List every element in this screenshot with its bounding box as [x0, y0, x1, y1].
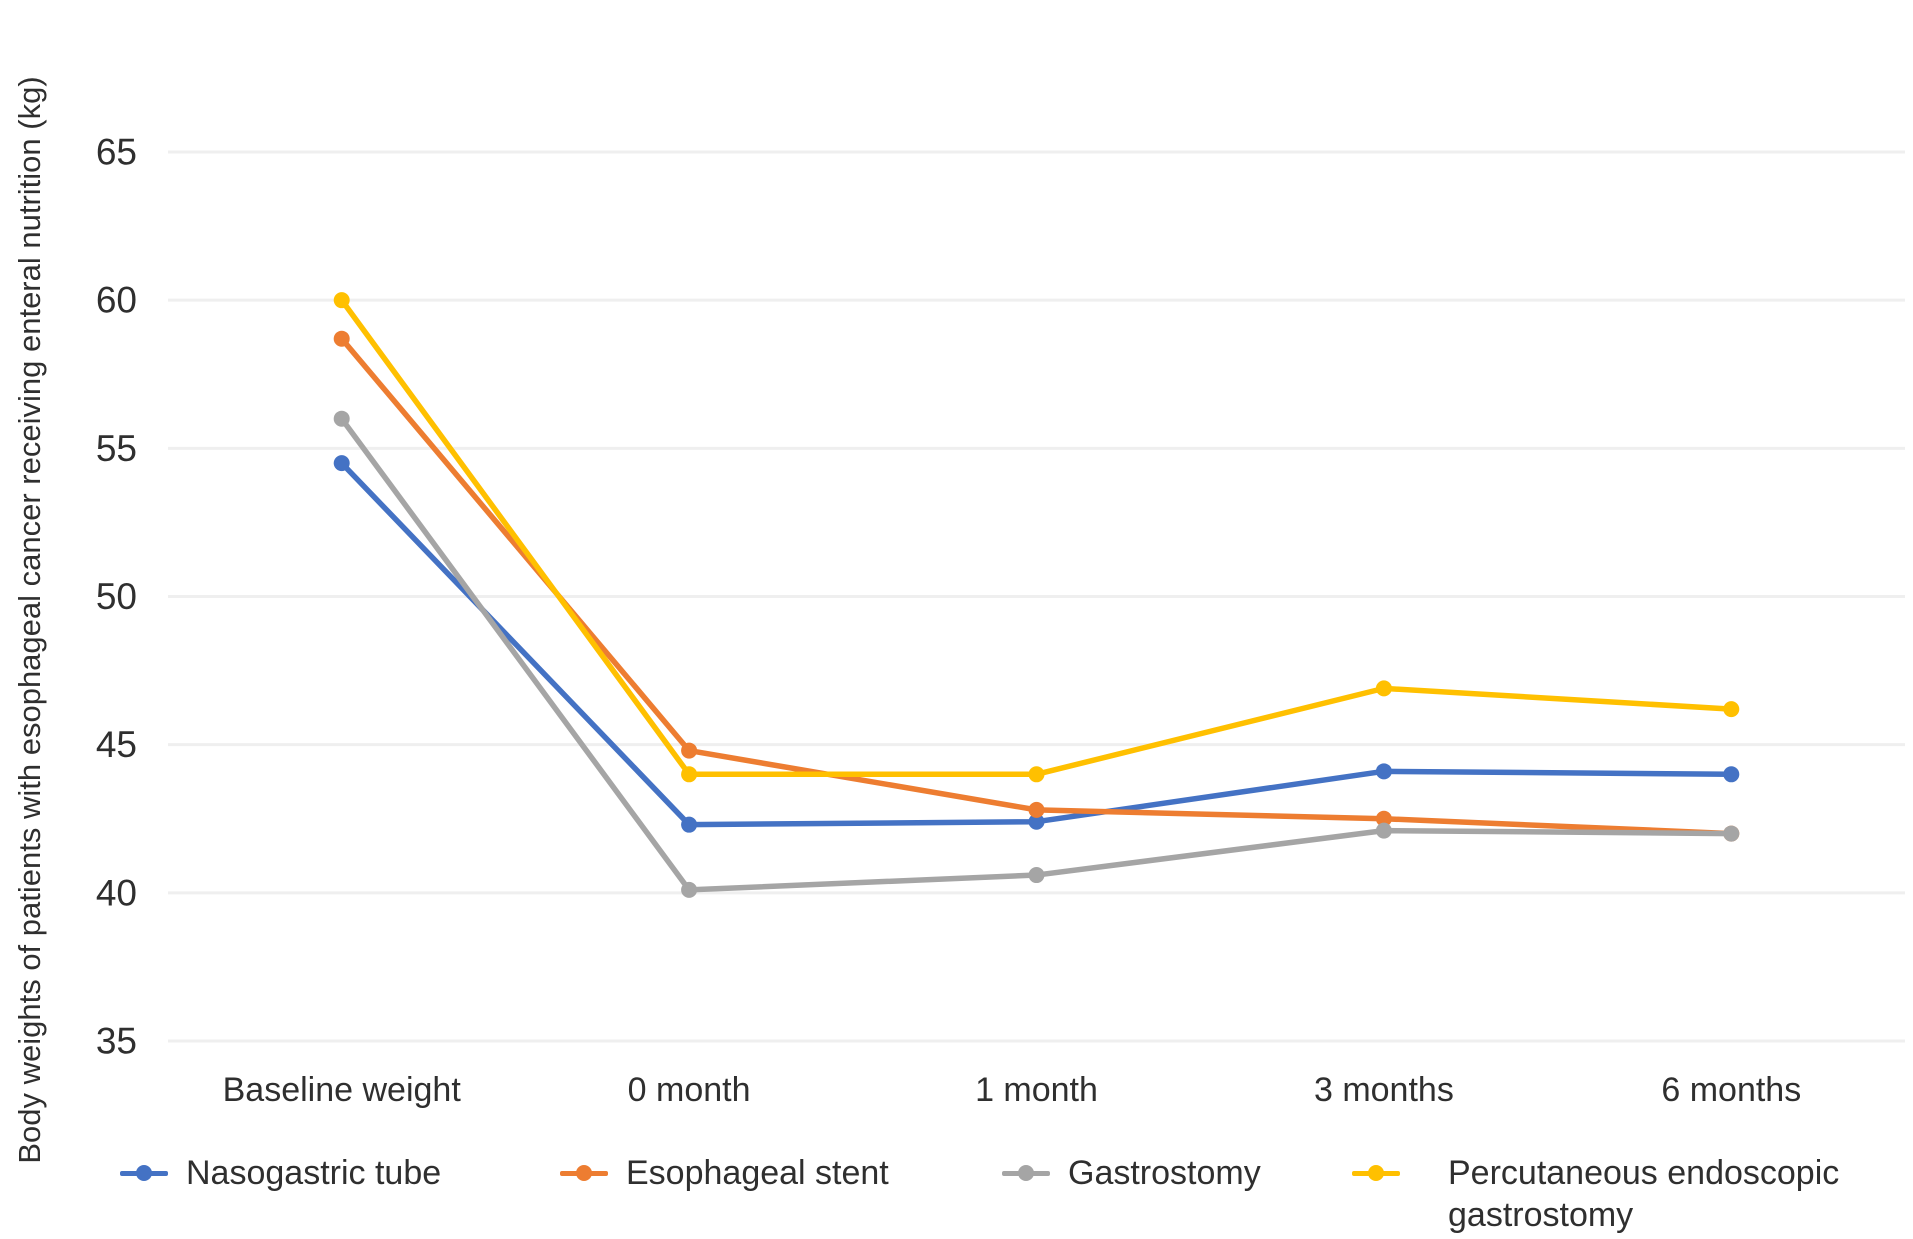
data-point — [681, 816, 698, 833]
legend-item-nasogastric-tube: Nasogastric tube — [120, 1152, 441, 1194]
data-point — [681, 766, 698, 783]
x-axis-label: 1 month — [975, 1071, 1098, 1109]
legend-label: Gastrostomy — [1068, 1154, 1261, 1192]
y-tick-label: 50 — [96, 576, 137, 617]
data-point — [1723, 825, 1740, 842]
data-point — [1375, 822, 1392, 839]
legend: Nasogastric tube Esophageal stent Gastro… — [0, 1142, 1913, 1239]
legend-marker-icon — [1002, 1152, 1050, 1194]
data-point — [681, 742, 698, 759]
legend-item-gastrostomy: Gastrostomy — [1002, 1152, 1261, 1194]
data-point — [333, 330, 350, 347]
x-axis-label: Baseline weight — [223, 1071, 462, 1109]
data-point — [1723, 701, 1740, 718]
legend-label: Esophageal stent — [626, 1154, 889, 1192]
legend-item-percutaneous-endoscopic-gastrostomy: Percutaneous endoscopic gastrostomy — [1352, 1152, 1878, 1236]
legend-label: Percutaneous endoscopic gastrostomy — [1448, 1154, 1840, 1234]
legend-dot-icon — [576, 1165, 592, 1181]
x-axis-label: 0 month — [628, 1071, 751, 1109]
y-tick-label: 45 — [96, 724, 137, 765]
x-axis-label: 3 months — [1314, 1071, 1454, 1109]
y-tick-label: 35 — [96, 1021, 137, 1062]
legend-dot-icon — [1018, 1165, 1034, 1181]
data-point — [1723, 766, 1740, 783]
y-tick-label: 60 — [96, 280, 137, 321]
data-point — [333, 292, 350, 309]
y-tick-label: 40 — [96, 872, 137, 913]
data-point — [333, 410, 350, 427]
legend-dot-icon — [1368, 1165, 1384, 1181]
legend-marker-icon — [1352, 1152, 1400, 1194]
y-tick-label: 65 — [96, 132, 137, 173]
data-point — [1028, 813, 1045, 830]
legend-dot-icon — [136, 1165, 152, 1181]
data-point — [1028, 766, 1045, 783]
legend-marker-icon — [560, 1152, 608, 1194]
x-axis-label: 6 months — [1661, 1071, 1801, 1109]
legend-item-esophageal-stent: Esophageal stent — [560, 1152, 889, 1194]
y-tick-label: 55 — [96, 428, 137, 469]
data-point — [1375, 763, 1392, 780]
data-point — [1028, 801, 1045, 818]
data-point — [1375, 810, 1392, 827]
data-point — [1375, 680, 1392, 697]
data-point — [333, 455, 350, 472]
legend-label: Nasogastric tube — [186, 1154, 442, 1192]
data-point — [681, 881, 698, 898]
data-point — [1028, 867, 1045, 884]
legend-marker-icon — [120, 1152, 168, 1194]
